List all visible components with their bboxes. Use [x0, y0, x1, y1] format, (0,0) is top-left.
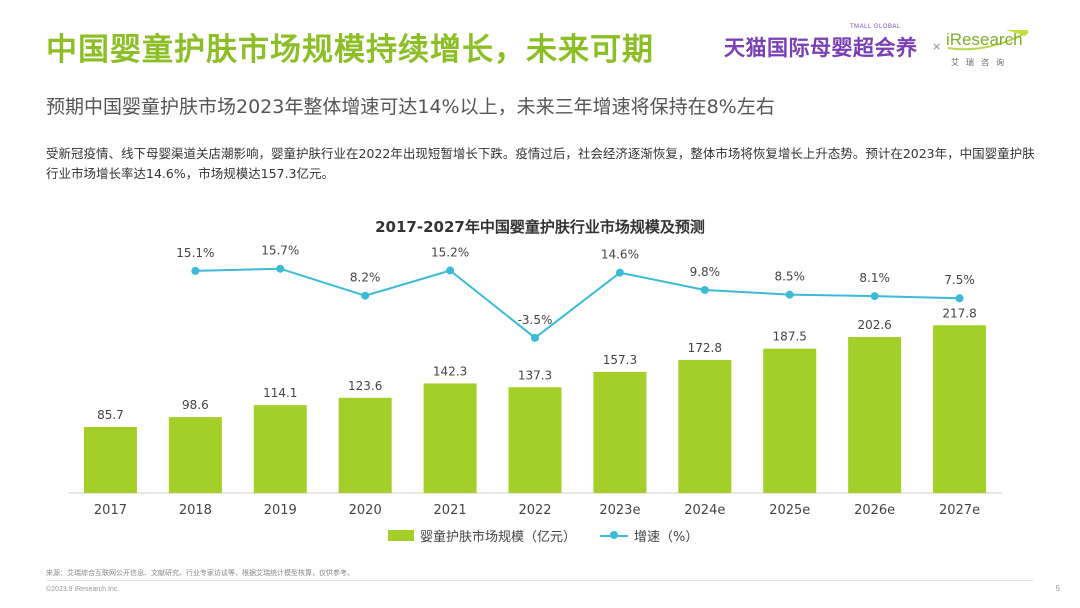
iresearch-swoosh-icon — [947, 30, 1029, 51]
bar — [933, 325, 987, 493]
growth-point — [870, 292, 879, 301]
iresearch-logo-text: iResearch — [946, 30, 1023, 49]
x-tick-label: 2024e — [684, 503, 725, 518]
growth-value-label: 8.1% — [859, 271, 890, 285]
growth-line — [195, 267, 960, 340]
x-tick-label: 2026e — [854, 503, 895, 518]
x-tick-label: 2025e — [769, 503, 810, 518]
bar-value-label: 187.5 — [773, 330, 807, 344]
growth-value-label: -3.5% — [518, 313, 553, 327]
bar — [678, 359, 732, 493]
growth-value-label: 8.2% — [350, 271, 381, 285]
growth-point — [276, 264, 285, 273]
growth-value-label: 15.1% — [176, 246, 214, 260]
page-title: 中国婴童护肤市场规模持续增长，未来可期 — [46, 32, 654, 68]
x-tick-label: 2020 — [349, 503, 382, 518]
growth-point — [615, 268, 624, 277]
x-tick-label: 2018 — [179, 503, 212, 518]
growth-point — [531, 333, 539, 342]
description: 受新冠疫情、线下母婴渠道关店潮影响，婴童护肤行业在2022年出现短暂增长下跌。疫… — [46, 146, 1035, 181]
tmall-global-logo-small: TMALL GLOBAL — [850, 24, 901, 30]
growth-point — [191, 266, 200, 275]
tmall-logo: 天猫国际母婴超会养 — [724, 36, 918, 60]
bar-value-label: 172.8 — [688, 341, 722, 355]
bar-value-label: 114.1 — [263, 386, 297, 400]
bar — [168, 417, 222, 493]
growth-value-label: 9.8% — [690, 265, 721, 279]
footer-divider — [46, 580, 1034, 581]
bar — [848, 336, 902, 493]
growth-point — [361, 291, 370, 300]
legend-bar-swatch — [388, 530, 414, 541]
growth-value-label: 8.5% — [774, 270, 805, 284]
legend-line-label: 增速（%） — [634, 530, 699, 545]
bar — [338, 397, 392, 493]
chart-legend: 婴童护肤市场规模（亿元） 增速（%） — [388, 526, 698, 545]
chart-title: 2017-2027年中国婴童护肤行业市场规模及预测 — [375, 218, 705, 236]
legend-bar-label: 婴童护肤市场规模（亿元） — [420, 530, 577, 545]
bar-value-label: 157.3 — [603, 353, 637, 367]
bar — [83, 427, 137, 493]
legend-line-swatch — [600, 530, 629, 541]
page-number: 5 — [1055, 584, 1060, 593]
logo-separator: × — [932, 40, 942, 53]
iresearch-sub: 艾瑞咨询 — [951, 58, 1011, 67]
bar — [253, 405, 307, 493]
x-tick-label: 2021 — [434, 503, 467, 518]
x-tick-label: 2027e — [939, 503, 980, 518]
x-tick-label: 2023e — [599, 503, 640, 518]
bar-value-label: 202.6 — [857, 318, 891, 332]
x-tick-label: 2022 — [518, 503, 551, 518]
growth-value-label: 7.5% — [944, 273, 975, 287]
growth-value-label: 14.6% — [601, 248, 639, 262]
bar-value-label: 85.7 — [97, 408, 124, 422]
growth-point — [785, 290, 794, 299]
bar-value-label: 123.6 — [348, 379, 382, 393]
bar — [593, 371, 647, 493]
x-tick-label: 2019 — [264, 503, 297, 518]
growth-value-label: 15.2% — [431, 246, 469, 260]
bar — [508, 387, 562, 493]
source-note: 来源：艾瑞综合互联网公开信息、文献研究、行业专家访谈等，根据艾瑞统计模型核算，仅… — [46, 569, 354, 577]
growth-point — [955, 294, 964, 303]
growth-point — [446, 266, 455, 275]
logo-area: TMALL GLOBAL 天猫国际母婴超会养 × iResearch 艾瑞咨询 — [724, 24, 1054, 74]
x-tick-label: 2017 — [94, 503, 127, 518]
bar — [423, 383, 477, 493]
growth-value-label: 15.7% — [261, 244, 299, 258]
bar — [763, 348, 817, 493]
bar-value-label: 142.3 — [433, 364, 467, 378]
growth-point — [700, 285, 709, 294]
iresearch-logo: iResearch — [946, 28, 1030, 52]
bar-value-label: 137.3 — [518, 368, 552, 382]
bar-value-label: 98.6 — [182, 398, 209, 412]
bar-value-label: 217.8 — [942, 306, 976, 320]
subtitle: 预期中国婴童护肤市场2023年整体增速可达14%以上，未来三年增速将保持在8%左… — [46, 96, 775, 118]
copyright: ©2023.9 iResearch Inc. — [46, 586, 120, 593]
